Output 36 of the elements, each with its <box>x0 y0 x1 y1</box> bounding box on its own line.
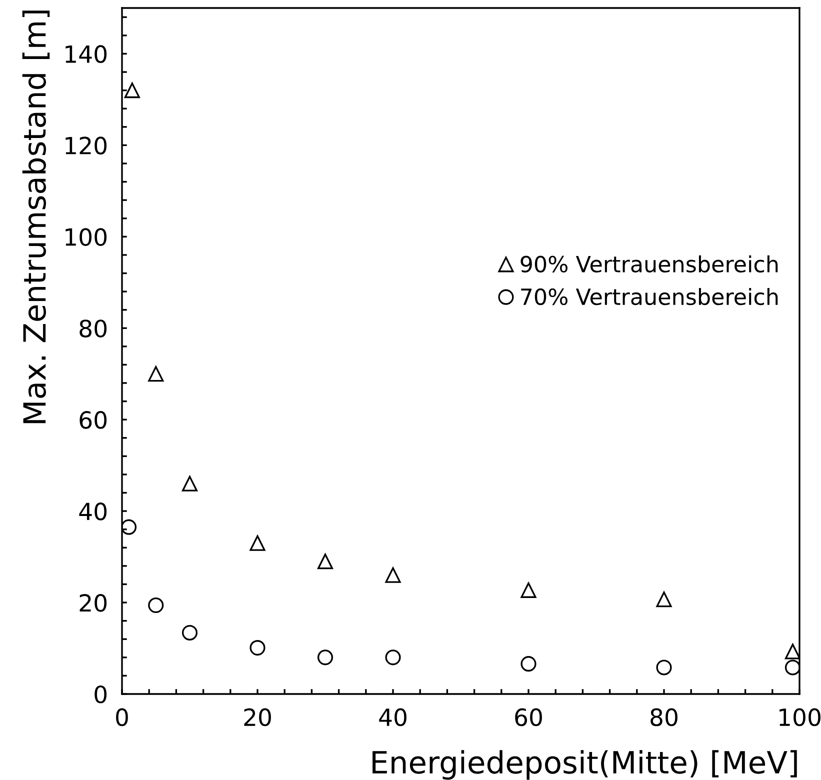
y-tick-label: 100 <box>66 228 107 246</box>
point <box>520 582 536 598</box>
point <box>182 476 198 492</box>
y-axis-title: Max. Zentrumsabstand [m] <box>22 10 50 424</box>
point <box>250 640 266 656</box>
legend-label: 70% Vertrauensbereich <box>521 288 778 306</box>
y-tick-label: 120 <box>66 136 107 155</box>
x-tick-label: 100 <box>780 708 820 726</box>
y-tick-label: 20 <box>80 594 107 612</box>
x-tick-label: 60 <box>515 708 542 726</box>
x-tick-label: 20 <box>244 708 271 726</box>
point <box>385 567 401 583</box>
point <box>520 656 536 672</box>
y-tick-label: 140 <box>66 45 107 64</box>
point <box>385 650 401 666</box>
x-tick-label: 0 <box>116 708 128 726</box>
x-axis-title: Energiedeposit(Mitte) [MeV] <box>372 750 797 780</box>
point <box>124 82 140 98</box>
point <box>656 660 672 676</box>
point <box>148 598 164 614</box>
y-tick-label: 40 <box>79 502 107 520</box>
x-tick-label: 80 <box>650 708 678 726</box>
y-tick-label: 60 <box>80 411 107 429</box>
point <box>784 644 800 660</box>
y-tick-label: 80 <box>80 320 107 338</box>
point <box>182 624 198 640</box>
point <box>656 592 672 608</box>
point <box>784 660 800 676</box>
legend-label: 90% Vertrauensbereich <box>520 255 778 273</box>
point <box>317 650 334 666</box>
x-tick-label: 40 <box>379 708 406 726</box>
point <box>122 519 137 535</box>
point <box>250 535 266 551</box>
point <box>317 554 334 570</box>
point <box>148 366 164 382</box>
y-tick-label: 0 <box>94 685 107 704</box>
